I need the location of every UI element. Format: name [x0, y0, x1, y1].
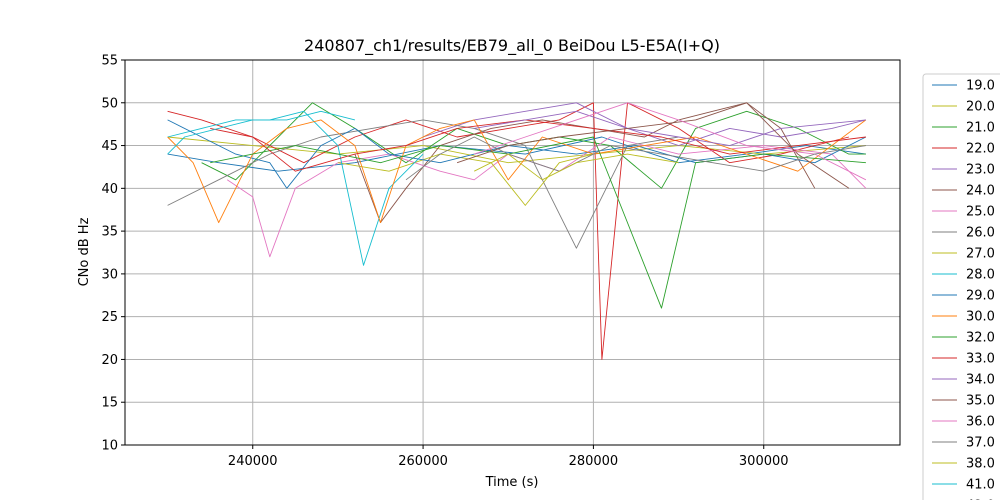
plot-area	[125, 60, 900, 445]
y-tick-label: 10	[101, 439, 118, 454]
series-line-33-0	[210, 119, 866, 172]
legend-frame	[922, 73, 1000, 500]
legend-label: 33.0	[966, 352, 995, 367]
legend-label: 37.0	[966, 436, 995, 451]
legend-label: 32.0	[966, 331, 995, 346]
y-tick-label: 15	[101, 396, 118, 411]
legend-label: 36.0	[966, 415, 995, 430]
x-axis-label: Time (s)	[485, 475, 539, 490]
y-tick-label: 25	[101, 310, 118, 325]
series-line-22-0	[167, 102, 850, 360]
series-line-23-0	[422, 102, 867, 147]
chart-title: 240807_ch1/results/EB79_all_0 BeiDou L5-…	[304, 36, 720, 56]
legend-label: 24.0	[966, 184, 995, 199]
y-tick-label: 30	[101, 267, 118, 282]
series-line-34-0	[474, 110, 866, 147]
ticks: 10 15 20 25 30 35 40 45 50 55 240000 260000 280000 30…	[101, 54, 788, 470]
y-tick-label: 35	[101, 225, 118, 240]
x-tick-label: 240000	[228, 454, 278, 469]
legend-label: 38.0	[966, 457, 995, 472]
series-line-19-0	[167, 136, 866, 172]
legend-label: 30.0	[966, 310, 995, 325]
legend-label: 27.0	[966, 247, 995, 262]
grid	[125, 59, 900, 446]
series-line-38-0	[473, 153, 679, 181]
y-tick-label: 40	[101, 182, 118, 197]
y-tick-label: 20	[101, 353, 118, 368]
x-tick-label: 280000	[569, 454, 619, 469]
legend-label: 41.0	[966, 478, 995, 493]
y-tick-label: 55	[101, 54, 118, 69]
legend-label: 28.0	[966, 268, 995, 283]
legend: 19.0 20.0 21.0 22.0 23.0 24.0 25.0 26.0 27.0 28.0…	[922, 73, 1000, 500]
x-tick-label: 260000	[398, 454, 448, 469]
legend-label: 34.0	[966, 373, 995, 388]
series-line-35-0	[456, 102, 850, 189]
legend-label: 26.0	[966, 226, 995, 241]
legend-label: 19.0	[966, 79, 995, 94]
plot-frame	[124, 59, 901, 446]
series-line-32-0	[210, 136, 866, 309]
series-layer	[167, 102, 867, 360]
legend-label: 22.0	[966, 142, 995, 157]
series-line-28-0	[167, 110, 424, 266]
series-line-37-0	[405, 136, 866, 181]
legend-label: 25.0	[966, 205, 995, 220]
legend-label: 21.0	[966, 121, 995, 136]
legend-label: 42.0	[966, 499, 995, 500]
legend-label: 20.0	[966, 100, 995, 115]
series-line-41-0	[167, 110, 356, 155]
legend-label: 29.0	[966, 289, 995, 304]
legend-label: 35.0	[966, 394, 995, 409]
y-tick-label: 50	[101, 96, 118, 111]
y-axis-label: CNo dB Hz	[77, 217, 92, 286]
series-line-36-0	[474, 102, 867, 181]
y-tick-label: 45	[101, 139, 118, 154]
x-tick-label: 300000	[739, 454, 789, 469]
legend-label: 23.0	[966, 163, 995, 178]
series-line-26-0	[167, 119, 679, 249]
series-line-25-0	[226, 136, 867, 258]
